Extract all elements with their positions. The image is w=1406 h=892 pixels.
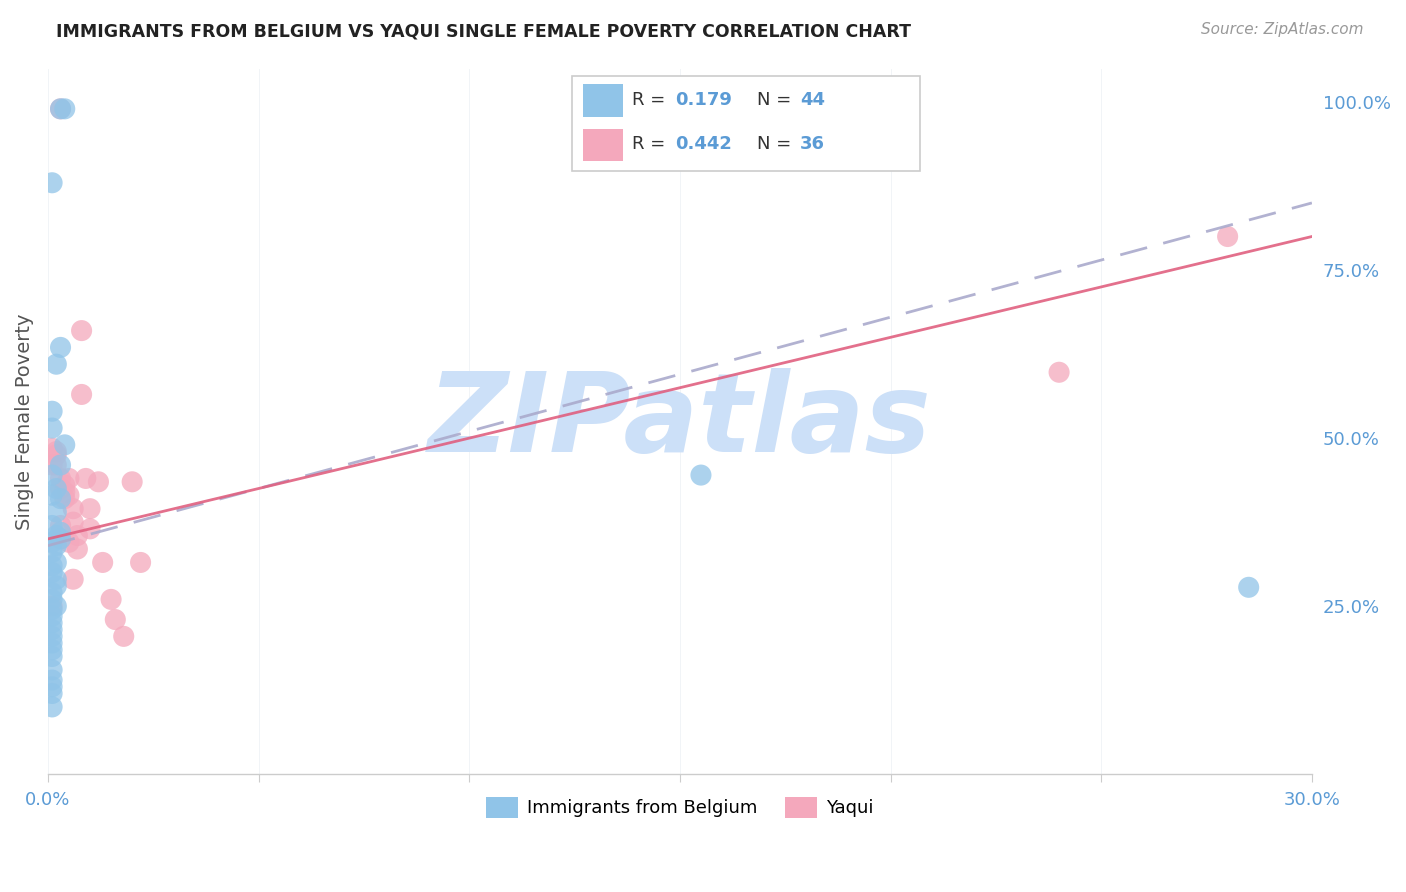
- Point: [1047, 365, 1070, 379]
- Point: [53, 478, 76, 492]
- Point: [41, 176, 63, 190]
- Point: [49, 518, 72, 533]
- Point: [49, 102, 72, 116]
- Point: [41, 629, 63, 643]
- Point: [70, 324, 93, 338]
- Point: [41, 615, 63, 630]
- Point: [41, 592, 63, 607]
- Point: [49, 482, 72, 496]
- Point: [49, 491, 72, 506]
- Point: [41, 488, 63, 502]
- Point: [53, 438, 76, 452]
- Point: [690, 468, 713, 483]
- Point: [41, 545, 63, 559]
- Point: [53, 484, 76, 499]
- Point: [62, 572, 84, 586]
- Point: [62, 515, 84, 529]
- Point: [70, 387, 93, 401]
- Point: [53, 102, 76, 116]
- Point: [129, 556, 152, 570]
- Point: [66, 541, 89, 556]
- Point: [1237, 580, 1260, 594]
- Point: [41, 535, 63, 549]
- Legend: Immigrants from Belgium, Yaqui: Immigrants from Belgium, Yaqui: [478, 789, 882, 825]
- Point: [112, 629, 135, 643]
- Point: [41, 585, 63, 599]
- Point: [49, 532, 72, 546]
- Point: [41, 686, 63, 700]
- Point: [49, 458, 72, 472]
- Point: [41, 566, 63, 580]
- Point: [41, 609, 63, 624]
- Text: Source: ZipAtlas.com: Source: ZipAtlas.com: [1201, 22, 1364, 37]
- Point: [75, 471, 97, 485]
- Text: ZIPatlas: ZIPatlas: [427, 368, 932, 475]
- Point: [1216, 229, 1239, 244]
- Point: [41, 623, 63, 637]
- Point: [41, 663, 63, 677]
- Point: [41, 558, 63, 573]
- Point: [41, 700, 63, 714]
- Point: [41, 602, 63, 616]
- Point: [45, 579, 67, 593]
- Point: [41, 404, 63, 418]
- Y-axis label: Single Female Poverty: Single Female Poverty: [15, 313, 34, 530]
- Point: [45, 357, 67, 371]
- Point: [41, 468, 63, 483]
- Point: [45, 528, 67, 542]
- Point: [45, 444, 67, 458]
- Point: [49, 532, 72, 546]
- Point: [58, 471, 80, 485]
- Point: [58, 535, 80, 549]
- Point: [79, 522, 101, 536]
- Point: [45, 448, 67, 462]
- Point: [41, 649, 63, 664]
- Point: [49, 340, 72, 354]
- Point: [91, 556, 114, 570]
- Point: [104, 613, 127, 627]
- Point: [58, 488, 80, 502]
- Point: [45, 572, 67, 586]
- Point: [87, 475, 110, 489]
- Point: [45, 505, 67, 519]
- Point: [41, 636, 63, 650]
- Point: [62, 501, 84, 516]
- Point: [41, 599, 63, 614]
- Point: [45, 599, 67, 614]
- Point: [41, 642, 63, 657]
- Point: [49, 471, 72, 485]
- Point: [41, 680, 63, 694]
- Point: [53, 491, 76, 506]
- Point: [66, 528, 89, 542]
- Point: [41, 441, 63, 455]
- Point: [121, 475, 143, 489]
- Point: [79, 501, 101, 516]
- Point: [45, 539, 67, 553]
- Point: [45, 556, 67, 570]
- Point: [41, 673, 63, 687]
- Text: IMMIGRANTS FROM BELGIUM VS YAQUI SINGLE FEMALE POVERTY CORRELATION CHART: IMMIGRANTS FROM BELGIUM VS YAQUI SINGLE …: [56, 22, 911, 40]
- Point: [49, 525, 72, 540]
- Point: [41, 458, 63, 472]
- Point: [45, 482, 67, 496]
- Point: [100, 592, 122, 607]
- Point: [41, 518, 63, 533]
- Point: [49, 102, 72, 116]
- Point: [45, 458, 67, 472]
- Point: [41, 421, 63, 435]
